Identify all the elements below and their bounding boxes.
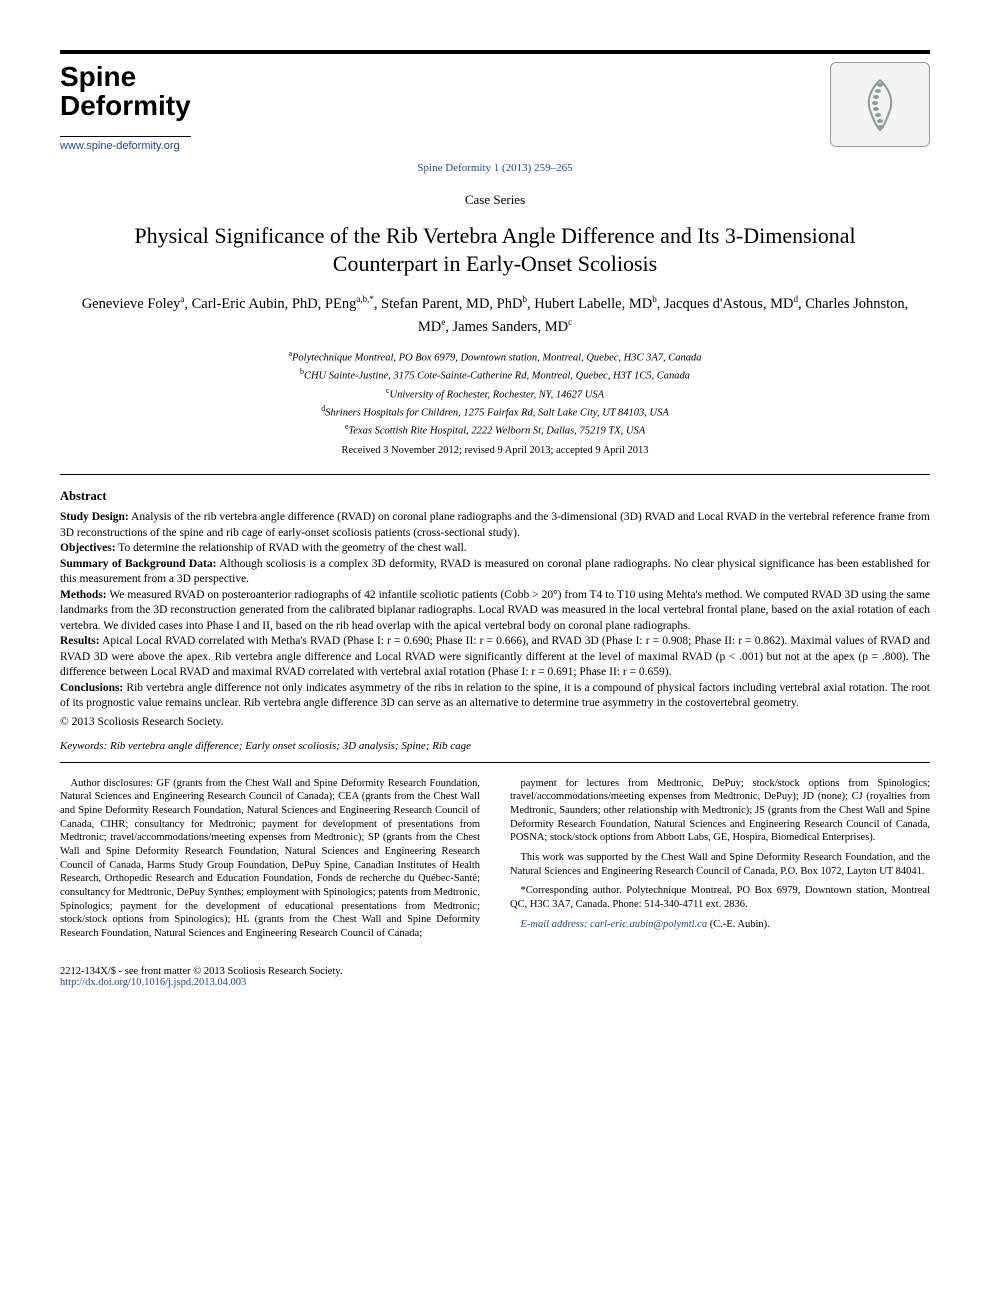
header-row: Spine Deformity www.spine-deformity.org	[60, 50, 930, 152]
abstract-background: Summary of Background Data: Although sco…	[60, 557, 930, 588]
affiliation-line: eTexas Scottish Rite Hospital, 2222 Welb…	[60, 421, 930, 439]
spine-logo-icon	[845, 75, 915, 135]
label: Objectives:	[60, 542, 116, 554]
brand-line1: Spine	[60, 62, 191, 91]
disclosures-left-text: Author disclosures: GF (grants from the …	[60, 777, 480, 941]
text: We measured RVAD on posteroanterior radi…	[60, 589, 930, 632]
text: Apical Local RVAD correlated with Metha'…	[60, 635, 930, 678]
authors-list: Genevieve Foleya, Carl-Eric Aubin, PhD, …	[80, 293, 910, 338]
keywords: Keywords: Rib vertebra angle difference;…	[60, 740, 930, 752]
received-dates: Received 3 November 2012; revised 9 Apri…	[60, 445, 930, 456]
disclosures-right-p2: This work was supported by the Chest Wal…	[510, 851, 930, 878]
email-author: (C.-E. Aubin).	[710, 919, 770, 930]
disclosures-right-p3: *Corresponding author. Polytechnique Mon…	[510, 884, 930, 911]
affiliations: aPolytechnique Montreal, PO Box 6979, Do…	[60, 348, 930, 439]
abstract-results: Results: Apical Local RVAD correlated wi…	[60, 634, 930, 681]
copyright-line: © 2013 Scoliosis Research Society.	[60, 716, 930, 728]
disclosures-right: payment for lectures from Medtronic, DeP…	[510, 777, 930, 947]
abstract-objectives: Objectives: To determine the relationshi…	[60, 541, 930, 557]
divider	[60, 474, 930, 475]
text: Rib vertebra angle difference not only i…	[60, 682, 930, 710]
abstract-study-design: Study Design: Analysis of the rib verteb…	[60, 510, 930, 541]
abstract-conclusions: Conclusions: Rib vertebra angle differen…	[60, 681, 930, 712]
label: Methods:	[60, 589, 107, 601]
label: Study Design:	[60, 511, 129, 523]
journal-brand: Spine Deformity www.spine-deformity.org	[60, 62, 191, 152]
disclosures-right-p1: payment for lectures from Medtronic, DeP…	[510, 777, 930, 845]
affiliation-line: aPolytechnique Montreal, PO Box 6979, Do…	[60, 348, 930, 366]
citation-line: Spine Deformity 1 (2013) 259–265	[60, 162, 930, 174]
article-title: Physical Significance of the Rib Vertebr…	[100, 222, 890, 279]
affiliation-line: dShriners Hospitals for Children, 1275 F…	[60, 403, 930, 421]
doi-link[interactable]: http://dx.doi.org/10.1016/j.jspd.2013.04…	[60, 977, 343, 988]
series-label: Case Series	[60, 192, 930, 208]
text: Analysis of the rib vertebra angle diffe…	[60, 511, 930, 539]
disclosures-columns: Author disclosures: GF (grants from the …	[60, 777, 930, 947]
footer-row: 2212-134X/$ - see front matter © 2013 Sc…	[60, 966, 930, 988]
label: Results:	[60, 635, 100, 647]
email-address[interactable]: carl-eric.aubin@polymtl.ca	[590, 919, 707, 930]
email-label: E-mail address:	[521, 919, 588, 930]
affiliation-line: bCHU Sainte-Justine, 3175 Cote-Sainte-Ca…	[60, 366, 930, 384]
brand-url[interactable]: www.spine-deformity.org	[60, 136, 191, 152]
disclosures-left: Author disclosures: GF (grants from the …	[60, 777, 480, 947]
email-line: E-mail address: carl-eric.aubin@polymtl.…	[510, 918, 930, 932]
journal-logo	[830, 62, 930, 147]
footer-left: 2212-134X/$ - see front matter © 2013 Sc…	[60, 966, 343, 988]
abstract-methods: Methods: We measured RVAD on posteroante…	[60, 588, 930, 635]
label: Conclusions:	[60, 682, 123, 694]
brand-line2: Deformity	[60, 91, 191, 120]
label: Summary of Background Data:	[60, 558, 216, 570]
issn-line: 2212-134X/$ - see front matter © 2013 Sc…	[60, 966, 343, 977]
divider	[60, 762, 930, 763]
abstract-heading: Abstract	[60, 489, 930, 504]
abstract-body: Study Design: Analysis of the rib verteb…	[60, 510, 930, 712]
journal-article-page: Spine Deformity www.spine-deformity.org …	[0, 0, 990, 1028]
affiliation-line: cUniversity of Rochester, Rochester, NY,…	[60, 385, 930, 403]
text: To determine the relationship of RVAD wi…	[116, 542, 467, 554]
